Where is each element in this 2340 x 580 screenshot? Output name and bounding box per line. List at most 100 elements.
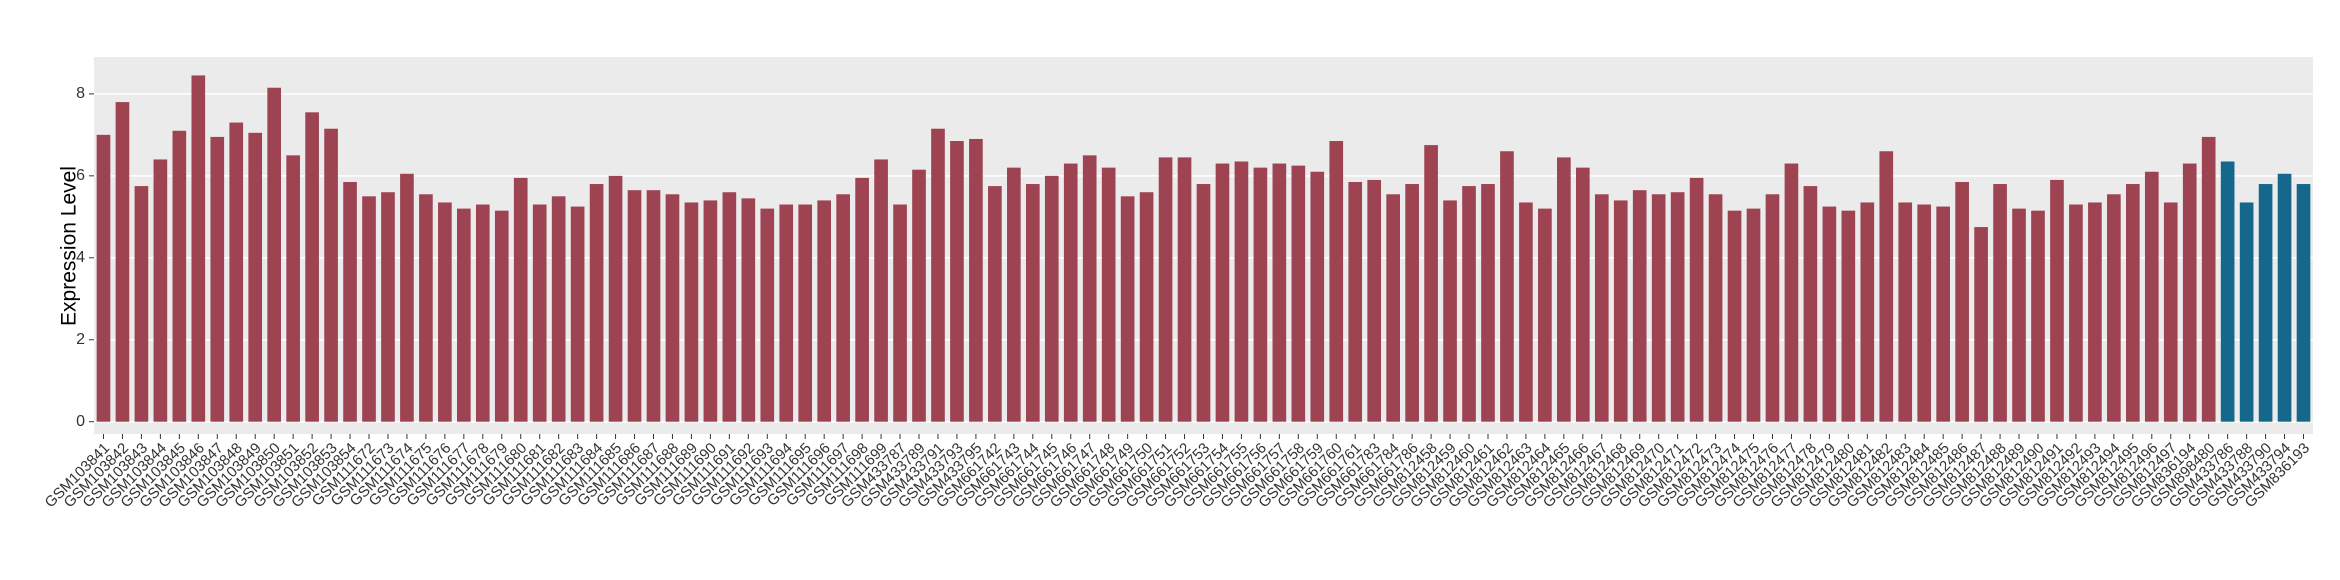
bar xyxy=(893,204,907,422)
bar xyxy=(324,128,338,422)
bar xyxy=(1765,194,1780,422)
bar xyxy=(1708,194,1723,422)
bar xyxy=(1860,202,1875,422)
bar xyxy=(1841,210,1856,422)
bar xyxy=(229,122,244,422)
bar xyxy=(703,200,718,422)
bar xyxy=(1936,206,1950,422)
bar xyxy=(589,184,604,422)
bar xyxy=(1329,141,1344,422)
bar xyxy=(1196,184,1211,422)
bar xyxy=(1272,163,1287,422)
bar xyxy=(646,190,661,422)
bar xyxy=(1974,227,1988,422)
bar xyxy=(1310,171,1325,422)
bar xyxy=(1139,192,1154,422)
bar xyxy=(1177,157,1192,422)
bar xyxy=(362,196,376,422)
bar xyxy=(684,202,699,422)
bar xyxy=(1234,161,1249,422)
bar xyxy=(1443,200,1457,422)
bar xyxy=(1727,210,1742,422)
bar xyxy=(874,159,888,422)
bar xyxy=(494,210,509,422)
bar xyxy=(438,202,452,422)
bar xyxy=(2107,194,2121,422)
bar xyxy=(191,75,206,422)
bar xyxy=(1632,190,1647,422)
bar xyxy=(1007,167,1021,422)
bar xyxy=(1538,208,1552,422)
bar xyxy=(1575,167,1590,422)
bar xyxy=(817,200,832,422)
bar xyxy=(912,169,926,422)
bar xyxy=(1917,204,1932,422)
bar xyxy=(343,181,357,422)
bar xyxy=(1784,163,1799,422)
bar xyxy=(2277,173,2292,422)
bar xyxy=(1120,196,1135,422)
bar xyxy=(1993,184,2007,422)
bar xyxy=(988,186,1002,422)
bar xyxy=(1253,167,1268,422)
bar xyxy=(1082,155,1097,422)
bar xyxy=(2050,179,2064,422)
y-tick-label: 8 xyxy=(76,85,85,102)
bar xyxy=(457,208,471,422)
bar xyxy=(2163,202,2178,422)
bar xyxy=(381,192,395,422)
y-axis-title: Expression Level xyxy=(58,166,81,326)
bar xyxy=(1025,184,1040,422)
bar xyxy=(1689,177,1704,422)
bar xyxy=(1898,202,1913,422)
bar xyxy=(741,198,756,422)
bar xyxy=(2069,204,2083,422)
bar xyxy=(1367,179,1382,422)
bar xyxy=(2125,184,2140,422)
bar xyxy=(1291,165,1306,422)
bar xyxy=(2031,210,2045,422)
bar xyxy=(1955,181,1969,422)
bar xyxy=(286,155,300,422)
bar xyxy=(1063,163,1078,422)
bar xyxy=(1215,163,1230,422)
bar xyxy=(2144,171,2159,422)
bar xyxy=(1405,184,1419,422)
bar xyxy=(2182,163,2197,422)
bar xyxy=(2088,202,2102,422)
bar xyxy=(665,194,680,422)
bar xyxy=(608,175,623,422)
bar xyxy=(1822,206,1837,422)
bar xyxy=(1879,151,1894,422)
bar xyxy=(760,208,775,422)
bar xyxy=(2012,208,2026,422)
bar xyxy=(1613,200,1628,422)
bar xyxy=(153,159,168,422)
bar xyxy=(267,87,282,422)
bar xyxy=(419,194,433,422)
bar xyxy=(1670,192,1685,422)
y-tick-label: 6 xyxy=(76,167,85,184)
bar xyxy=(1158,157,1173,422)
bar xyxy=(2258,184,2273,422)
bar xyxy=(1348,181,1363,422)
bar xyxy=(779,204,794,422)
bar xyxy=(532,204,547,422)
bar xyxy=(836,194,850,422)
bar xyxy=(1594,194,1609,422)
bar xyxy=(475,204,490,422)
bar xyxy=(172,130,187,422)
bar xyxy=(1746,208,1761,422)
bar xyxy=(950,141,964,422)
bar xyxy=(210,136,225,422)
bar xyxy=(1462,186,1476,422)
bar xyxy=(551,196,566,422)
bar xyxy=(1557,157,1571,422)
bar xyxy=(1500,151,1514,422)
bar xyxy=(798,204,813,422)
bar xyxy=(1101,167,1116,422)
bar xyxy=(248,132,263,422)
bar xyxy=(400,173,414,422)
bar xyxy=(96,134,111,422)
bar xyxy=(722,192,737,422)
